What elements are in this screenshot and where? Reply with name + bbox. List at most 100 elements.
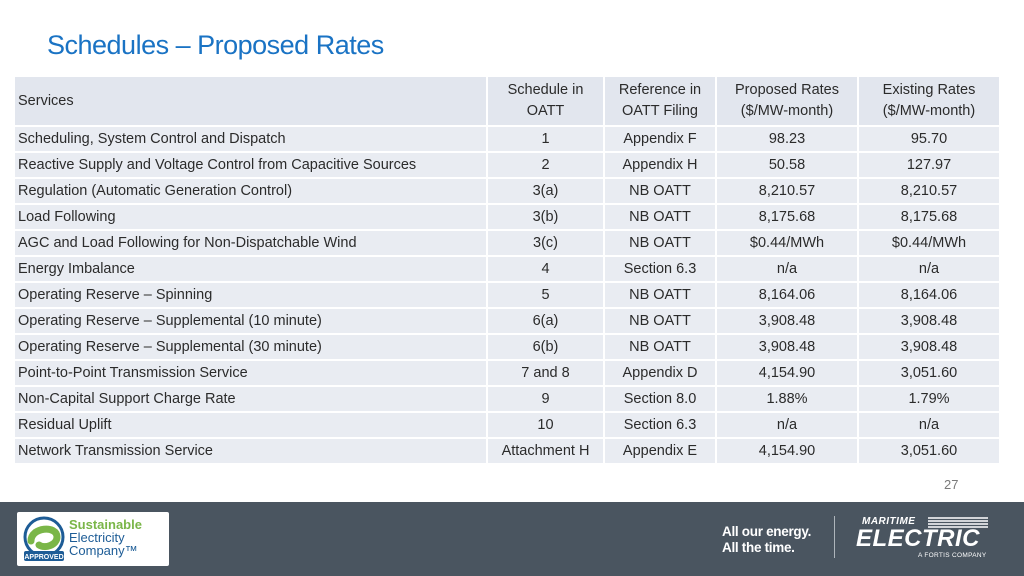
table-row: Network Transmission Service Attachment … (15, 439, 1001, 465)
tagline-line1: All our energy. (722, 524, 812, 539)
cell-reference: Appendix E (605, 439, 717, 465)
cell-proposed: 50.58 (717, 153, 859, 179)
cell-proposed: 8,175.68 (717, 205, 859, 231)
cell-proposed: 98.23 (717, 127, 859, 153)
table-header-row: Services Schedule in OATT Reference in O… (15, 77, 1001, 127)
cell-reference: NB OATT (605, 179, 717, 205)
cell-service: Point-to-Point Transmission Service (15, 361, 488, 387)
cell-existing: 1.79% (859, 387, 1001, 413)
cell-reference: Appendix F (605, 127, 717, 153)
footer-divider (834, 516, 835, 558)
logo-stripes-icon (928, 517, 988, 528)
table-row: Operating Reserve – Supplemental (30 min… (15, 335, 1001, 361)
rates-table: Services Schedule in OATT Reference in O… (15, 77, 1001, 465)
cell-existing: 3,908.48 (859, 309, 1001, 335)
cell-proposed: n/a (717, 257, 859, 283)
maritime-logo-top: MARITIME (862, 516, 916, 527)
table-row: Energy Imbalance 4 Section 6.3 n/a n/a (15, 257, 1001, 283)
sustainable-logo-line2: Electricity (69, 530, 125, 545)
cell-existing: 8,210.57 (859, 179, 1001, 205)
cell-service: Energy Imbalance (15, 257, 488, 283)
header-services: Services (15, 77, 488, 127)
header-reference: Reference in OATT Filing (605, 77, 717, 127)
sustainable-electricity-logo: APPROVED Sustainable Electricity Company… (17, 512, 169, 566)
header-proposed-line1: Proposed Rates (735, 82, 839, 98)
cell-reference: Section 6.3 (605, 257, 717, 283)
approved-badge-icon: APPROVED (23, 516, 65, 561)
sustainable-logo-line1: Sustainable (69, 517, 142, 532)
cell-proposed: 1.88% (717, 387, 859, 413)
table-row: Scheduling, System Control and Dispatch … (15, 127, 1001, 153)
cell-service: Residual Uplift (15, 413, 488, 439)
cell-reference: NB OATT (605, 205, 717, 231)
cell-schedule: 10 (488, 413, 605, 439)
tagline-line2: All the time. (722, 540, 795, 555)
header-existing-line2: ($/MW-month) (882, 103, 976, 119)
cell-service: Operating Reserve – Spinning (15, 283, 488, 309)
cell-existing: 3,051.60 (859, 361, 1001, 387)
cell-service: Scheduling, System Control and Dispatch (15, 127, 488, 153)
cell-schedule: 3(c) (488, 231, 605, 257)
cell-reference: NB OATT (605, 335, 717, 361)
cell-existing: 3,908.48 (859, 335, 1001, 361)
sustainable-logo-text: Sustainable Electricity Company™ (69, 518, 142, 557)
table-row: Point-to-Point Transmission Service 7 an… (15, 361, 1001, 387)
cell-reference: Section 6.3 (605, 413, 717, 439)
table-row: Non-Capital Support Charge Rate 9 Sectio… (15, 387, 1001, 413)
header-schedule: Schedule in OATT (488, 77, 605, 127)
cell-service: Non-Capital Support Charge Rate (15, 387, 488, 413)
cell-existing: 127.97 (859, 153, 1001, 179)
header-schedule-line1: Schedule in (507, 82, 584, 98)
cell-proposed: 3,908.48 (717, 335, 859, 361)
header-existing: Existing Rates ($/MW-month) (859, 77, 1001, 127)
cell-proposed: 8,210.57 (717, 179, 859, 205)
cell-existing: $0.44/MWh (859, 231, 1001, 257)
cell-schedule: 4 (488, 257, 605, 283)
cell-proposed: n/a (717, 413, 859, 439)
cell-existing: n/a (859, 257, 1001, 283)
cell-reference: Appendix H (605, 153, 717, 179)
table-row: Load Following 3(b) NB OATT 8,175.68 8,1… (15, 205, 1001, 231)
cell-proposed: 3,908.48 (717, 309, 859, 335)
table-row: Reactive Supply and Voltage Control from… (15, 153, 1001, 179)
cell-reference: NB OATT (605, 309, 717, 335)
cell-service: Operating Reserve – Supplemental (10 min… (15, 309, 488, 335)
table-row: Operating Reserve – Supplemental (10 min… (15, 309, 1001, 335)
header-reference-line1: Reference in (618, 82, 702, 98)
cell-existing: 95.70 (859, 127, 1001, 153)
cell-schedule: 5 (488, 283, 605, 309)
cell-schedule: 9 (488, 387, 605, 413)
cell-service: Load Following (15, 205, 488, 231)
cell-proposed: 4,154.90 (717, 361, 859, 387)
header-schedule-line2: OATT (526, 103, 565, 119)
cell-schedule: Attachment H (488, 439, 605, 465)
cell-service: Operating Reserve – Supplemental (30 min… (15, 335, 488, 361)
header-existing-line1: Existing Rates (882, 82, 976, 98)
page-number: 27 (944, 477, 959, 492)
cell-service: Regulation (Automatic Generation Control… (15, 179, 488, 205)
maritime-logo-main: ELECTRIC (856, 525, 980, 552)
cell-service: AGC and Load Following for Non-Dispatcha… (15, 231, 488, 257)
cell-existing: n/a (859, 413, 1001, 439)
cell-existing: 8,164.06 (859, 283, 1001, 309)
cell-schedule: 2 (488, 153, 605, 179)
cell-proposed: 4,154.90 (717, 439, 859, 465)
header-proposed: Proposed Rates ($/MW-month) (717, 77, 859, 127)
cell-schedule: 1 (488, 127, 605, 153)
cell-schedule: 6(b) (488, 335, 605, 361)
cell-reference: Section 8.0 (605, 387, 717, 413)
table-row: AGC and Load Following for Non-Dispatcha… (15, 231, 1001, 257)
footer-bar (0, 502, 1024, 576)
slide-title: Schedules – Proposed Rates (47, 30, 384, 60)
maritime-logo-sub: A FORTIS COMPANY (918, 552, 987, 559)
table-row: Residual Uplift 10 Section 6.3 n/a n/a (15, 413, 1001, 439)
cell-schedule: 3(a) (488, 179, 605, 205)
cell-reference: NB OATT (605, 283, 717, 309)
cell-reference: NB OATT (605, 231, 717, 257)
cell-schedule: 6(a) (488, 309, 605, 335)
cell-schedule: 7 and 8 (488, 361, 605, 387)
cell-proposed: 8,164.06 (717, 283, 859, 309)
footer-tagline: All our energy. All the time. (722, 524, 811, 556)
table-row: Regulation (Automatic Generation Control… (15, 179, 1001, 205)
header-proposed-line2: ($/MW-month) (740, 103, 834, 119)
